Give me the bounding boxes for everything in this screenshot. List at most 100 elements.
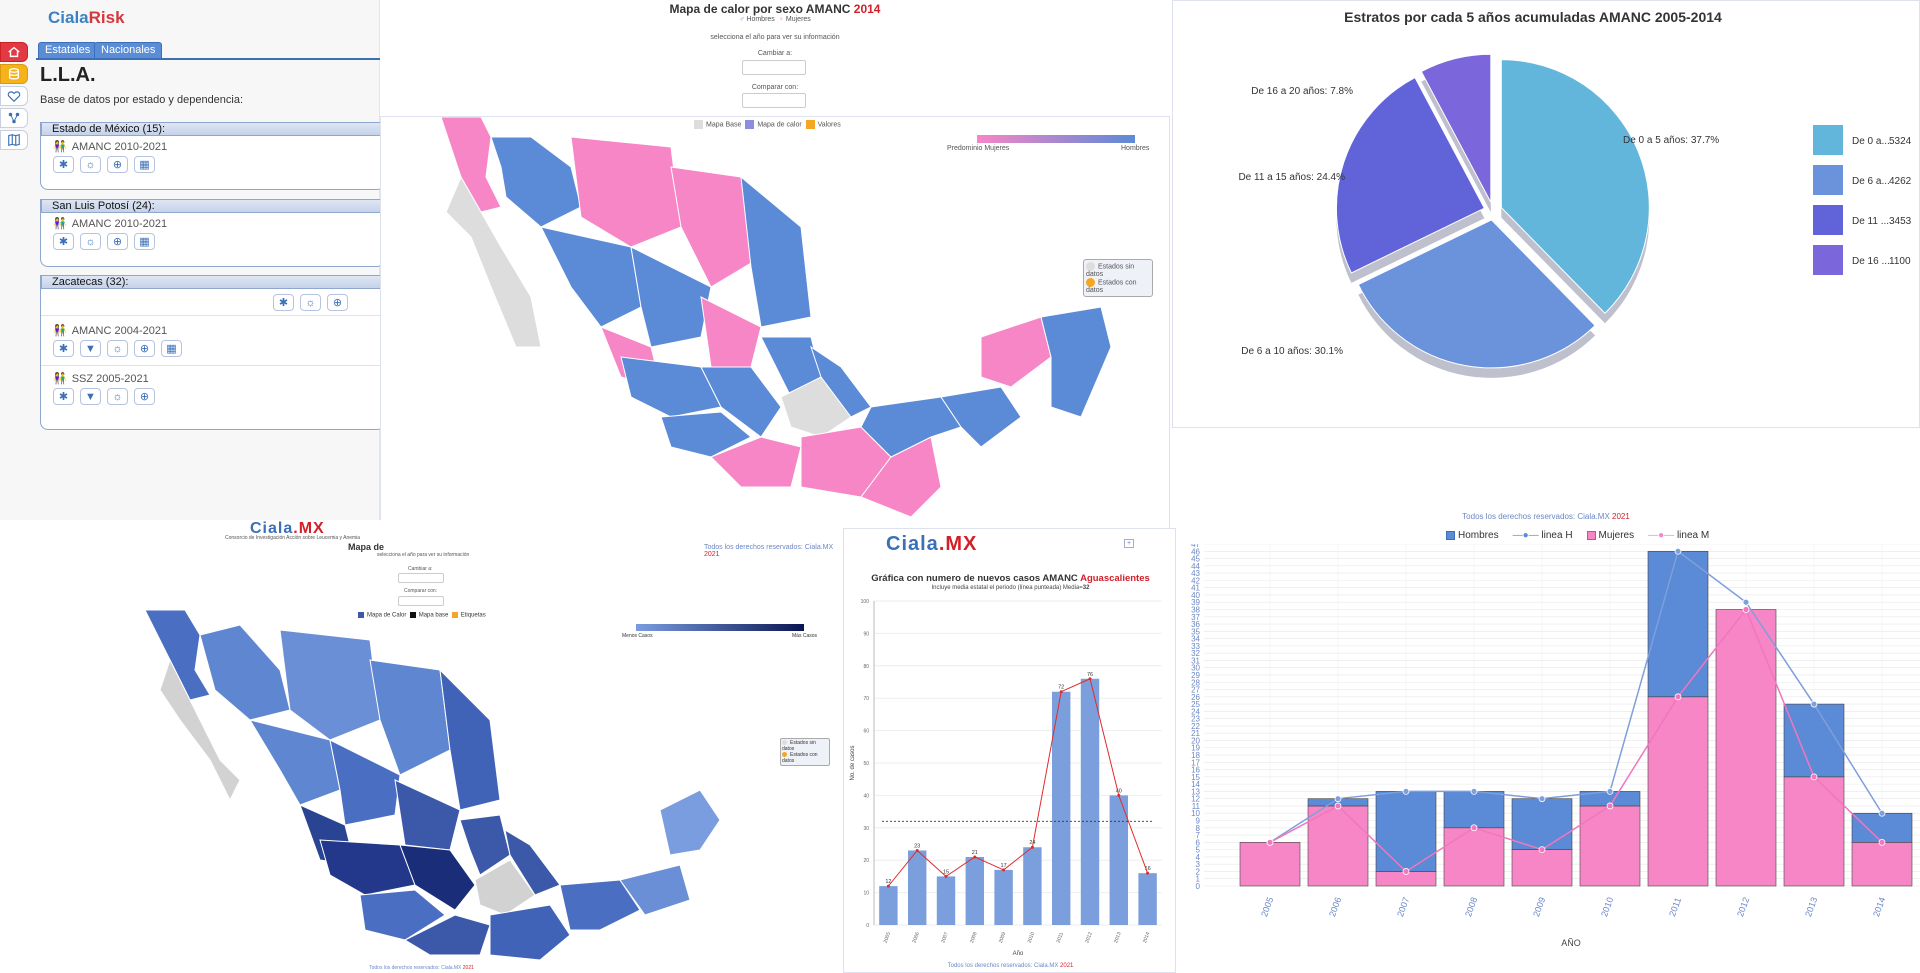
asterisk-button[interactable]: ✱ [53,340,74,357]
x-tick-label: 2012 [1084,931,1094,944]
group-zacatecas: Zacatecas (32): ✱ ☼ ⊕ 👫 AMANC 2004-2021 ✱… [40,275,385,430]
ags-bar-label: 15 [943,869,949,875]
app-logo[interactable]: CialaRisk [48,8,125,27]
x-tick-label: 2012 [1735,896,1751,918]
hombres-bar[interactable] [1375,791,1437,872]
globe-button[interactable]: ⊕ [134,340,155,357]
home-icon[interactable] [0,42,28,62]
ags-bar[interactable] [1138,873,1157,925]
sun-button[interactable]: ☼ [107,340,128,357]
tab-estatales[interactable]: Estatales [38,42,98,59]
linea-h-point [1402,788,1410,795]
ags-bar-chart[interactable]: 0 10 20 30 40 50 60 70 80 90 100 12 2005 23 2006 15 2007… [844,595,1176,961]
sun-button[interactable]: ☼ [80,233,101,250]
ags-bar[interactable] [994,869,1013,925]
globe-button[interactable]: ⊕ [107,156,128,173]
cambiar-select[interactable] [742,60,806,75]
y-tick-label: 32 [1191,649,1200,658]
y-tick-label: 60 [863,729,869,735]
x-axis-label: AÑO [1561,938,1581,948]
globe-button[interactable]: ⊕ [107,233,128,250]
pie-slice[interactable] [1335,76,1486,274]
ags-bar[interactable] [1051,691,1071,925]
ags-bar[interactable] [1109,795,1129,925]
pie-slice[interactable] [1500,59,1650,314]
y-tick-label: 39 [1191,598,1200,607]
hombres-bar[interactable] [1511,798,1573,850]
asterisk-button[interactable]: ✱ [53,156,74,173]
asterisk-button[interactable]: ✱ [273,294,294,311]
map-layer-toggles[interactable]: Mapa Base Mapa de calor Valores [694,120,841,129]
pie-legend-swatch [1813,205,1843,235]
mujeres-bar[interactable] [1239,842,1301,887]
mujeres-bar[interactable] [1579,805,1641,887]
asterisk-button[interactable]: ✱ [53,388,74,405]
ags-point [973,855,977,859]
ags-bar[interactable] [1080,678,1100,925]
ags-bar[interactable] [936,876,956,925]
table-button[interactable]: ▦ [134,156,155,173]
hombres-bar[interactable] [1851,812,1913,843]
pie-chart[interactable]: De 0 a 5 años: 37.7% De 6 a 10 años: 30.1… [1173,27,1920,427]
x-tick-label: 2014 [1871,896,1887,918]
tab-nacionales[interactable]: Nacionales [94,42,163,59]
x-tick-label: 2010 [1599,896,1615,918]
cambiar-label: Cambiar a: [408,566,433,572]
linea-m-point [1538,846,1546,854]
mujeres-bar[interactable] [1647,696,1709,887]
mexico-sex-map[interactable] [421,117,1121,529]
mujeres-bar[interactable] [1851,842,1913,887]
globe-button[interactable]: ⊕ [134,388,155,405]
y-tick-label: 5 [1196,846,1201,855]
map-icon[interactable] [0,130,28,150]
gradient-left-label: Menos Casos [622,633,653,639]
ags-bar[interactable] [879,886,898,925]
comparar-select[interactable] [398,596,444,606]
table-button[interactable]: ▦ [134,233,155,250]
y-tick-label: 21 [1191,729,1200,738]
cases-gradient-bar [636,624,804,631]
asterisk-button[interactable]: ✱ [53,233,74,250]
comparar-select[interactable] [742,93,806,108]
pie-legend-swatch [1813,245,1843,275]
heart-pulse-icon[interactable] [0,86,28,106]
filter-button[interactable]: ▼ [80,340,101,357]
mujeres-bar[interactable] [1715,609,1777,887]
x-tick-label: 2011 [1667,896,1683,918]
database-icon[interactable] [0,64,28,84]
mujeres-bar[interactable] [1783,776,1845,887]
ags-bar[interactable] [1023,847,1042,925]
comparar-label: Comparar con: [751,84,799,91]
pie-slice[interactable] [1357,219,1596,369]
cases-map-layers[interactable]: Mapa de Calor Mapa base Etiquetas [358,612,486,619]
y-tick-label: 20 [863,858,869,864]
globe-button[interactable]: ⊕ [327,294,348,311]
sun-button[interactable]: ☼ [107,388,128,405]
cambiar-select[interactable] [398,573,444,583]
y-tick-label: 16 [1191,766,1200,775]
filter-button[interactable]: ▼ [80,388,101,405]
mujeres-bar[interactable] [1307,805,1369,887]
pie-slice[interactable] [1420,53,1492,203]
ciala-brand: Ciala.MX [250,520,325,537]
sex-bar-legend[interactable]: Hombres —●— linea H Mujeres —●— linea M [1446,530,1709,541]
table-button[interactable]: ▦ [161,340,182,357]
hombres-bar[interactable] [1783,703,1845,778]
hombres-bar[interactable] [1443,791,1505,829]
ags-bar[interactable] [965,856,985,925]
y-tick-label: 90 [863,631,869,637]
sun-button[interactable]: ☼ [80,156,101,173]
linea-h-point [1538,795,1546,803]
ags-bar[interactable] [907,850,927,925]
cases-map-footer: Todos los derechos reservados: Ciala.MX … [369,965,474,971]
network-icon[interactable] [0,108,28,128]
ags-chart-panel: Ciala.MX + Gráfica con numero de nuevos … [843,528,1176,973]
x-tick-label: 2009 [1531,896,1547,918]
mexico-cases-map[interactable] [140,610,740,960]
mujeres-bar[interactable] [1443,827,1505,887]
expand-icon[interactable]: + [1124,539,1134,548]
mujeres-bar[interactable] [1511,849,1573,887]
y-tick-label: 20 [1191,736,1200,745]
sex-stacked-chart[interactable]: 0123456789101112131415161718192021222324… [1176,544,1920,964]
sun-button[interactable]: ☼ [300,294,321,311]
